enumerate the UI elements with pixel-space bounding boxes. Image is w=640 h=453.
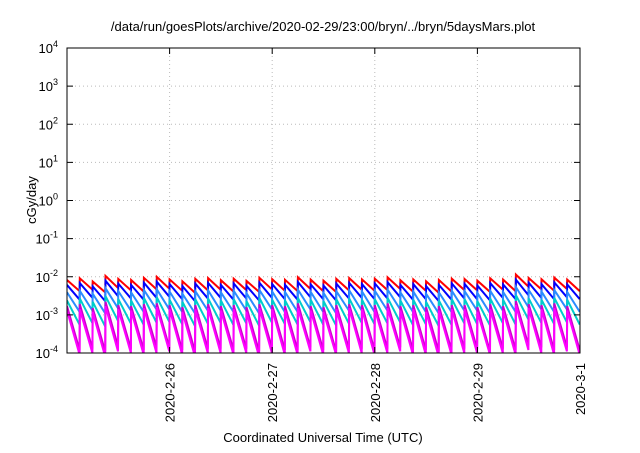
- y-tick-label: 10-2: [36, 268, 58, 285]
- x-tick-label: 2020-2-28: [368, 363, 383, 422]
- x-axis-label: Coordinated Universal Time (UTC): [223, 430, 422, 445]
- x-tick-label: 2020-2-27: [265, 363, 280, 422]
- plot-frame: [66, 47, 581, 354]
- y-axis-label: cGy/day: [24, 176, 39, 224]
- y-tick-label: 101: [39, 153, 58, 170]
- x-tick-label: 2020-3-1: [573, 363, 588, 415]
- chart-title: /data/run/goesPlots/archive/2020-02-29/2…: [111, 19, 536, 34]
- y-tick-label: 103: [39, 77, 58, 94]
- x-tick-label: 2020-2-26: [163, 363, 178, 422]
- y-tick-label: 104: [39, 39, 58, 56]
- y-tick-label: 100: [39, 192, 58, 209]
- axis-ticks: 10-4 10-3 10-2 10-1 100 101 102 103 104 2020-2-26…: [36, 39, 588, 422]
- y-tick-label: 102: [39, 115, 58, 132]
- y-tick-label: 10-1: [36, 230, 58, 247]
- x-tick-label: 2020-2-29: [470, 363, 485, 422]
- series-line: [67, 304, 580, 353]
- y-tick-label: 10-3: [36, 306, 58, 323]
- y-tick-label: 10-4: [36, 344, 58, 361]
- series-group: [67, 272, 580, 353]
